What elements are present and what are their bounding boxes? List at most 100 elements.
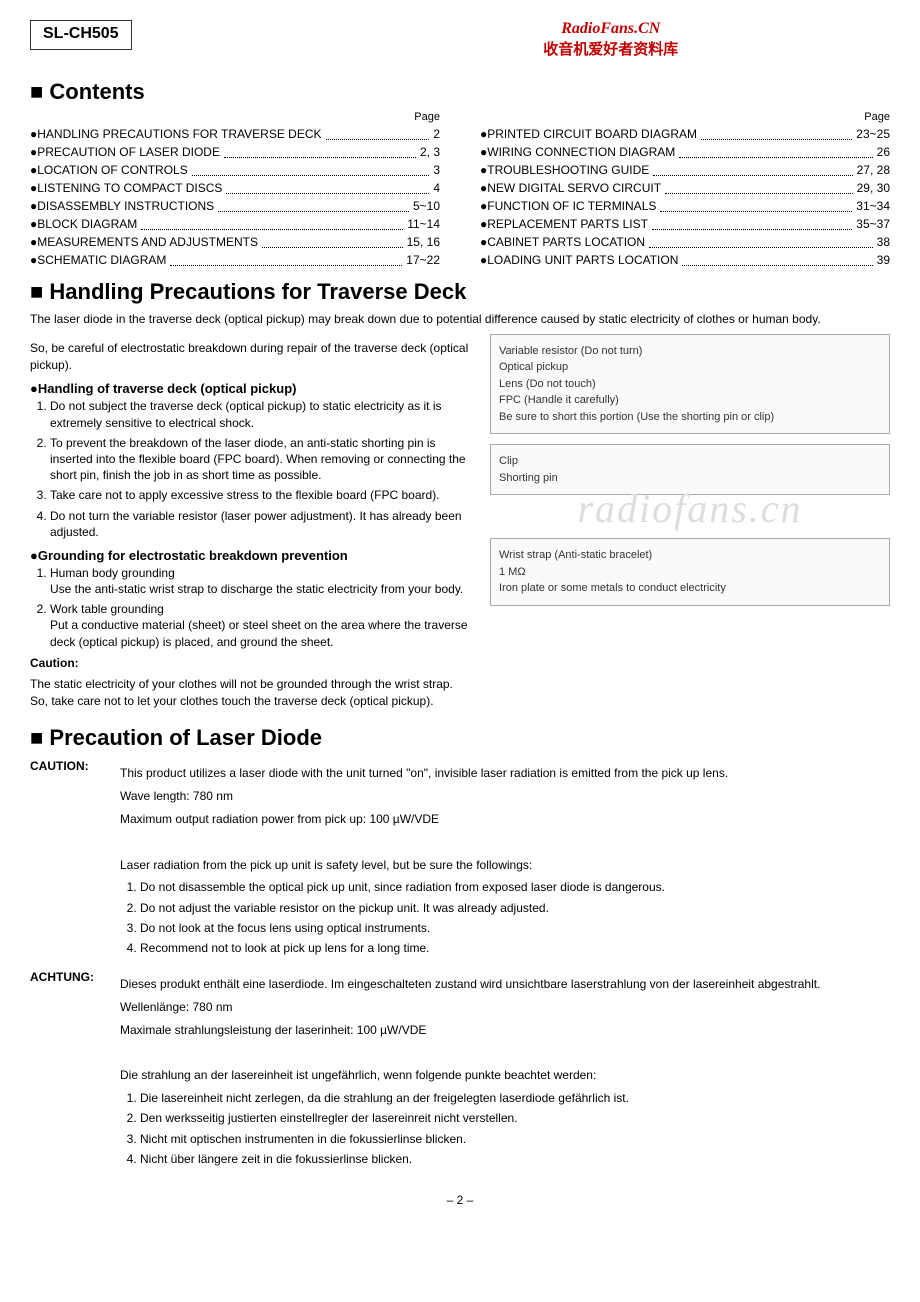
text-line: Wave length: 780 nm <box>120 788 890 805</box>
toc-page: 26 <box>877 143 890 161</box>
toc-entry: ●LOCATION OF CONTROLS 3 <box>30 161 440 179</box>
toc-entry: ●MEASUREMENTS AND ADJUSTMENTS15, 16 <box>30 233 440 251</box>
toc-dots <box>226 179 429 194</box>
handling-intro-1: The laser diode in the traverse deck (op… <box>30 311 890 328</box>
toc-title: ●WIRING CONNECTION DIAGRAM <box>480 143 675 161</box>
text-line <box>120 1045 890 1062</box>
list-item: Do not turn the variable resistor (laser… <box>50 508 470 540</box>
list-item: Nicht über längere zeit in die fokussier… <box>140 1151 890 1167</box>
caution-keyword: CAUTION: <box>30 759 120 962</box>
text-line: Maximum output radiation power from pick… <box>120 811 890 828</box>
toc-dots <box>224 143 416 158</box>
toc-entry: ●PRINTED CIRCUIT BOARD DIAGRAM23~25 <box>480 125 890 143</box>
toc-dots <box>192 161 430 176</box>
toc-page: 2, 3 <box>420 143 440 161</box>
page-header: SL-CH505 RadioFans.CN 收音机爱好者资料库 <box>30 20 890 59</box>
toc-entry: ●FUNCTION OF IC TERMINALS31~34 <box>480 197 890 215</box>
toc-dots <box>652 215 852 230</box>
handling-subhead-1: ●Handling of traverse deck (optical pick… <box>30 381 470 396</box>
toc-page: 5~10 <box>413 197 440 215</box>
laser-caution-de: ACHTUNG: Dieses produkt enthält eine las… <box>30 970 890 1173</box>
toc-page: 4 <box>433 179 440 197</box>
grounding-diagram: Wrist strap (Anti-static bracelet) 1 MΩ … <box>490 538 890 606</box>
toc-page: 23~25 <box>856 125 890 143</box>
contents-heading: Contents <box>30 79 890 105</box>
diagram-label: Wrist strap (Anti-static bracelet) <box>499 547 881 564</box>
toc-title: ●PRECAUTION OF LASER DIODE <box>30 143 220 161</box>
toc-entry: ●DISASSEMBLY INSTRUCTIONS5~10 <box>30 197 440 215</box>
diagram-label: Shorting pin <box>499 470 881 487</box>
toc-title: ●TROUBLESHOOTING GUIDE <box>480 161 649 179</box>
diagram-label: Iron plate or some metals to conduct ele… <box>499 580 881 597</box>
toc-page: 2 <box>433 125 440 143</box>
achtung-intro: Dieses produkt enthält eine laserdiode. … <box>120 976 890 993</box>
diagram-label: FPC (Handle it carefully) <box>499 392 881 409</box>
handling-right-column: Variable resistor (Do not turn) Optical … <box>490 334 890 716</box>
toc-dots <box>653 161 852 176</box>
caution-label: Caution: <box>30 656 470 670</box>
toc-dots <box>262 233 403 248</box>
contents-col-left: Page ●HANDLING PRECAUTIONS FOR TRAVERSE … <box>30 111 440 269</box>
toc-dots <box>141 215 403 230</box>
text-line: Laser radiation from the pick up unit is… <box>120 857 890 874</box>
handling-list-1: Do not subject the traverse deck (optica… <box>30 398 470 540</box>
toc-entry: ●LOADING UNIT PARTS LOCATION39 <box>480 251 890 269</box>
achtung-keyword: ACHTUNG: <box>30 970 120 1173</box>
toc-dots <box>660 197 852 212</box>
traverse-deck-diagram: Variable resistor (Do not turn) Optical … <box>490 334 890 435</box>
toc-page: 39 <box>877 251 890 269</box>
handling-subhead-2: ●Grounding for electrostatic breakdown p… <box>30 548 470 563</box>
toc-dots <box>170 251 402 266</box>
toc-title: ●NEW DIGITAL SERVO CIRCUIT <box>480 179 661 197</box>
list-item: Recommend not to look at pick up lens fo… <box>140 940 890 956</box>
contents-table: Page ●HANDLING PRECAUTIONS FOR TRAVERSE … <box>30 111 890 269</box>
toc-entry: ●SCHEMATIC DIAGRAM17~22 <box>30 251 440 269</box>
toc-title: ●REPLACEMENT PARTS LIST <box>480 215 648 233</box>
list-item: Nicht mit optischen instrumenten in die … <box>140 1131 890 1147</box>
toc-title: ●LOCATION OF CONTROLS <box>30 161 188 179</box>
laser-caution-en: CAUTION: This product utilizes a laser d… <box>30 759 890 962</box>
toc-page: 29, 30 <box>857 179 890 197</box>
toc-page: 27, 28 <box>857 161 890 179</box>
watermark-text: radiofans.cn <box>490 485 890 532</box>
handling-list-2: Human body grounding Use the anti-static… <box>30 565 470 650</box>
text-line: This product utilizes a laser diode with… <box>120 765 890 782</box>
list-item: Do not disassemble the optical pick up u… <box>140 879 890 895</box>
laser-heading: Precaution of Laser Diode <box>30 725 890 751</box>
page-col-header: Page <box>480 111 890 123</box>
toc-title: ●HANDLING PRECAUTIONS FOR TRAVERSE DECK <box>30 125 322 143</box>
toc-page: 11~14 <box>407 215 440 233</box>
toc-entry: ●TROUBLESHOOTING GUIDE 27, 28 <box>480 161 890 179</box>
text-line <box>120 834 890 851</box>
list-item: To prevent the breakdown of the laser di… <box>50 435 470 484</box>
toc-entry: ●REPLACEMENT PARTS LIST 35~37 <box>480 215 890 233</box>
toc-entry: ●PRECAUTION OF LASER DIODE 2, 3 <box>30 143 440 161</box>
toc-dots <box>682 251 872 266</box>
list-item: Human body grounding Use the anti-static… <box>50 565 470 597</box>
list-item: Do not subject the traverse deck (optica… <box>50 398 470 430</box>
toc-dots <box>665 179 853 194</box>
toc-dots <box>649 233 873 248</box>
list-item: Do not adjust the variable resistor on t… <box>140 900 890 916</box>
toc-dots <box>326 125 430 140</box>
toc-entry: ●CABINET PARTS LOCATION38 <box>480 233 890 251</box>
toc-dots <box>679 143 872 158</box>
diagram-label: Clip <box>499 453 881 470</box>
toc-page: 3 <box>433 161 440 179</box>
toc-dots <box>701 125 852 140</box>
list-item: Take care not to apply excessive stress … <box>50 487 470 503</box>
toc-entry: ●LISTENING TO COMPACT DISCS4 <box>30 179 440 197</box>
list-item: Die lasereinheit nicht zerlegen, da die … <box>140 1090 890 1106</box>
toc-entry: ●BLOCK DIAGRAM11~14 <box>30 215 440 233</box>
text-line: Maximale strahlungsleistung der laserinh… <box>120 1022 890 1039</box>
page-col-header: Page <box>30 111 440 123</box>
toc-page: 35~37 <box>856 215 890 233</box>
site-branding: RadioFans.CN 收音机爱好者资料库 <box>332 20 890 59</box>
contents-col-right: Page ●PRINTED CIRCUIT BOARD DIAGRAM23~25… <box>480 111 890 269</box>
diagram-label: Lens (Do not touch) <box>499 376 881 393</box>
diagram-label: Optical pickup <box>499 359 881 376</box>
text-line: Die strahlung an der lasereinheit ist un… <box>120 1067 890 1084</box>
toc-entry: ●HANDLING PRECAUTIONS FOR TRAVERSE DECK 2 <box>30 125 440 143</box>
diagram-label: Be sure to short this portion (Use the s… <box>499 409 881 426</box>
toc-dots <box>218 197 409 212</box>
